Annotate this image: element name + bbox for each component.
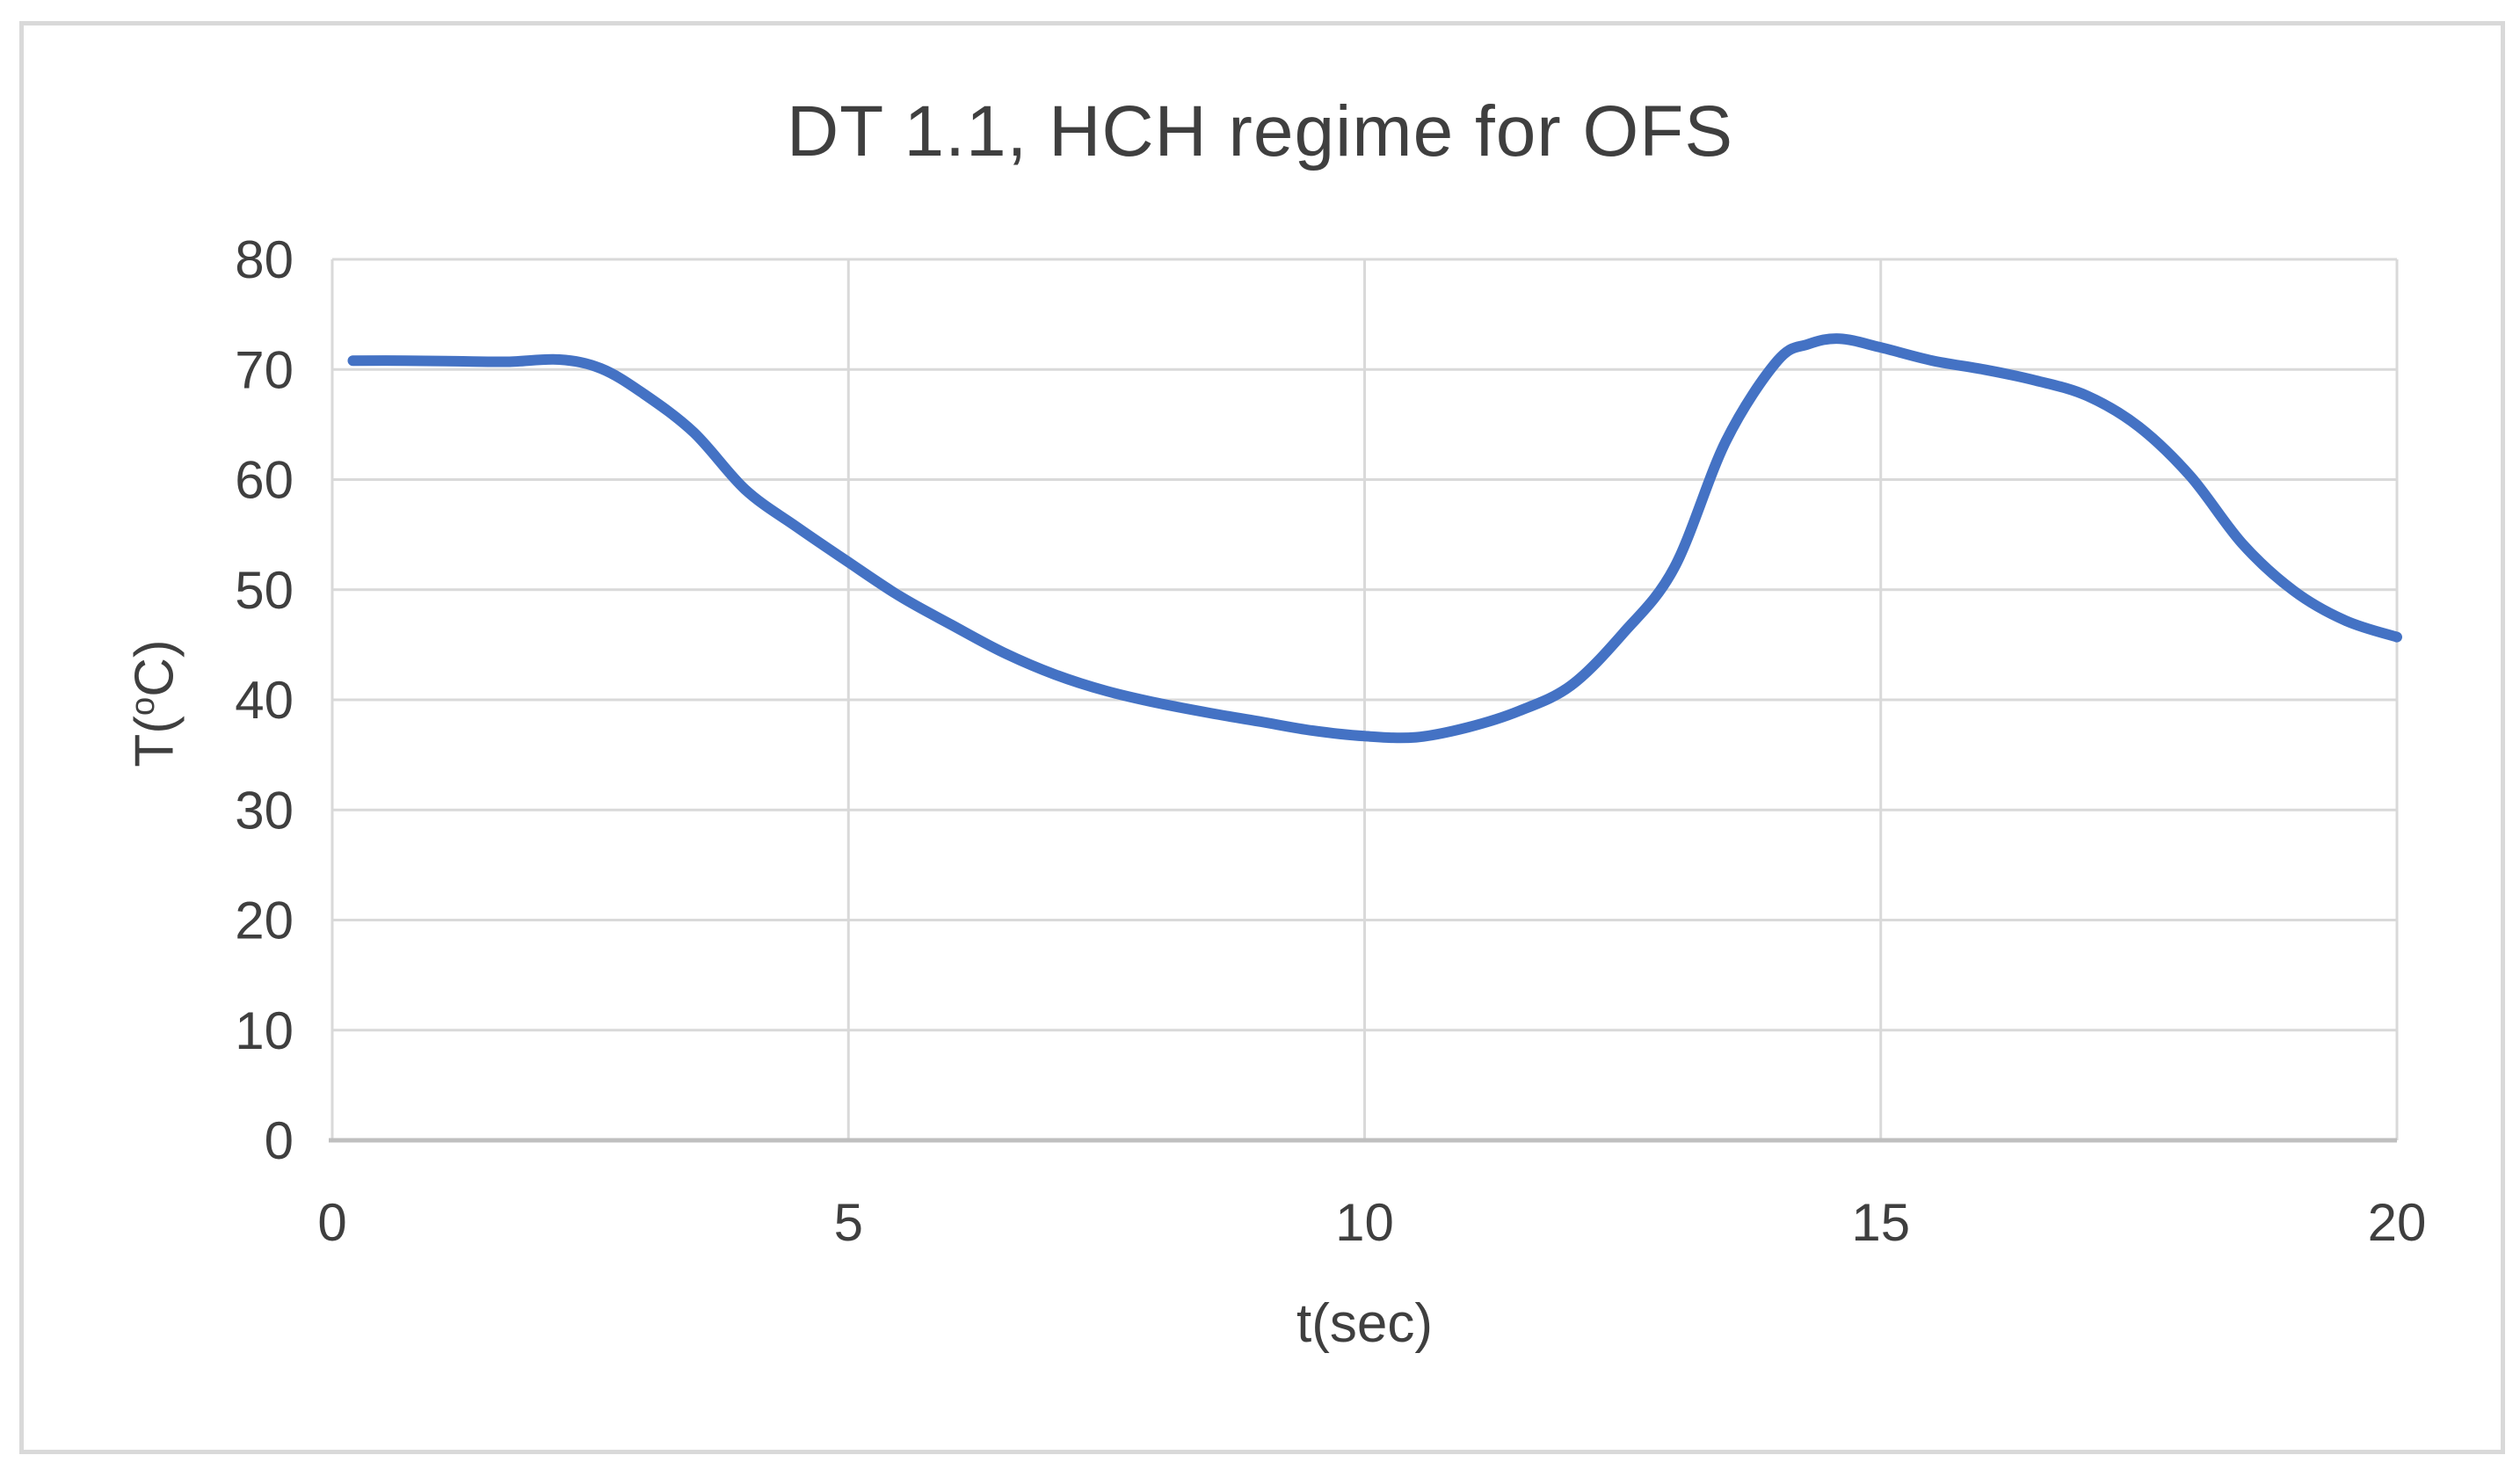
x-tick-label: 15 — [1851, 1193, 1910, 1252]
y-tick-label: 0 — [265, 1111, 294, 1170]
x-tick-label: 10 — [1335, 1193, 1394, 1252]
degree-symbol: o — [123, 696, 162, 717]
y-axis-title: T(oC) — [124, 639, 186, 767]
y-axis-title-pre: T( — [124, 716, 185, 768]
y-tick-label: 20 — [235, 891, 294, 950]
x-tick-label: 20 — [2368, 1193, 2427, 1252]
x-tick-label: 5 — [834, 1193, 863, 1252]
series-line — [347, 333, 2402, 744]
chart-title: DT 1.1, HCH regime for OFS — [786, 91, 1734, 171]
y-tick-label: 70 — [235, 340, 294, 399]
y-tick-label: 40 — [235, 671, 294, 730]
y-tick-label: 80 — [235, 230, 294, 289]
y-tick-label: 50 — [235, 561, 294, 620]
y-tick-label: 30 — [235, 781, 294, 840]
y-tick-label: 10 — [235, 1001, 294, 1060]
y-axis-title-post: C) — [124, 639, 185, 697]
x-tick-label: 0 — [317, 1193, 346, 1252]
x-axis-title: t(sec) — [1296, 1293, 1433, 1354]
y-tick-label: 60 — [235, 451, 294, 510]
